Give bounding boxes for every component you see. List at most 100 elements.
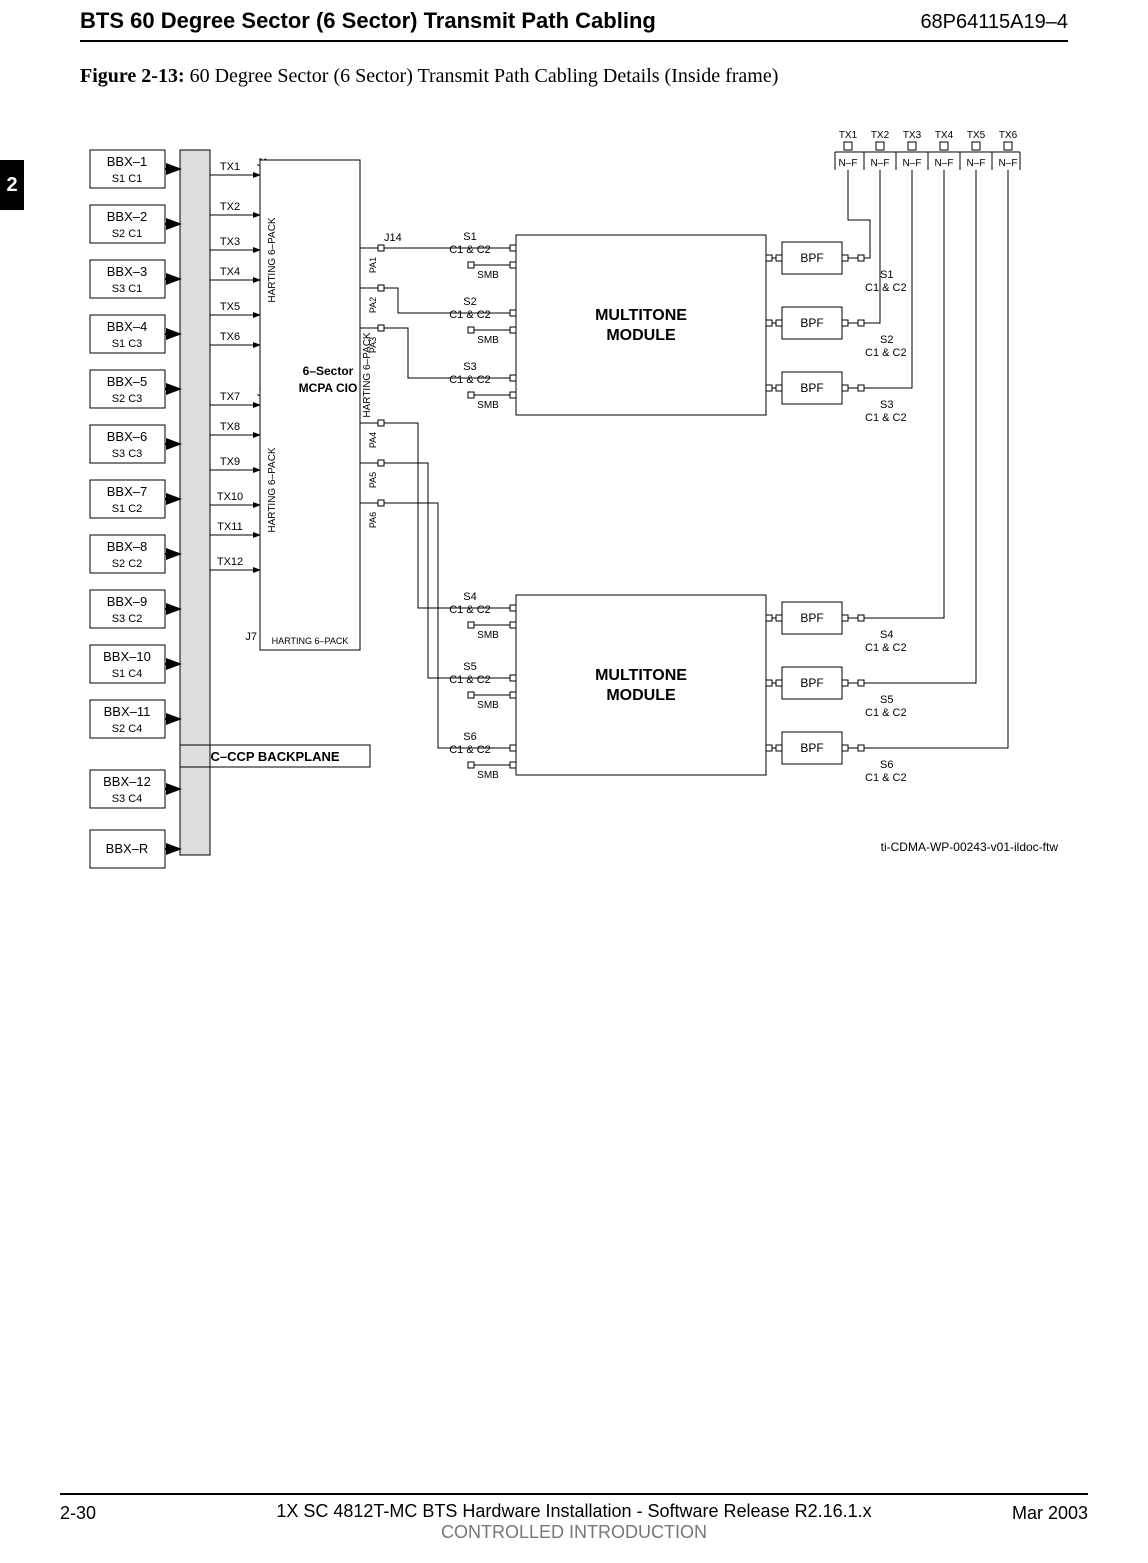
svg-text:BPF: BPF xyxy=(800,676,823,690)
svg-text:BPF: BPF xyxy=(800,741,823,755)
svg-text:C1 & C2: C1 & C2 xyxy=(865,347,907,359)
footer-sub: CONTROLLED INTRODUCTION xyxy=(441,1522,707,1542)
svg-text:6–Sector: 6–Sector xyxy=(303,364,354,378)
svg-text:S3 C1: S3 C1 xyxy=(112,283,143,295)
svg-text:BBX–12: BBX–12 xyxy=(103,774,151,789)
svg-text:S3 C4: S3 C4 xyxy=(112,793,143,805)
backplane-label: C–CCP BACKPLANE xyxy=(210,749,339,764)
svg-text:C1 & C2: C1 & C2 xyxy=(865,412,907,424)
svg-text:TX6: TX6 xyxy=(999,130,1018,141)
svg-text:PA5: PA5 xyxy=(368,472,378,488)
svg-text:N–F: N–F xyxy=(871,158,890,169)
figure-text: 60 Degree Sector (6 Sector) Transmit Pat… xyxy=(190,65,779,87)
svg-text:TX4: TX4 xyxy=(935,130,954,141)
header-docnum: 68P64115A19–4 xyxy=(920,11,1068,34)
svg-text:S2: S2 xyxy=(880,334,893,346)
svg-text:BBX–11: BBX–11 xyxy=(104,704,151,719)
figure-label: Figure 2-13: xyxy=(80,65,185,87)
svg-text:TX6: TX6 xyxy=(220,331,240,343)
svg-text:S2 C2: S2 C2 xyxy=(112,558,143,570)
svg-text:TX2: TX2 xyxy=(220,201,240,213)
svg-text:S1: S1 xyxy=(463,231,476,243)
svg-text:PA3: PA3 xyxy=(368,337,378,353)
svg-text:TX3: TX3 xyxy=(220,236,240,248)
svg-text:S2 C3: S2 C3 xyxy=(112,393,143,405)
svg-text:BBX–10: BBX–10 xyxy=(103,649,151,664)
svg-text:TX5: TX5 xyxy=(220,301,240,313)
svg-text:S3: S3 xyxy=(463,361,476,373)
svg-text:C1 & C2: C1 & C2 xyxy=(865,707,907,719)
svg-text:SMB: SMB xyxy=(477,270,499,281)
svg-text:HARTING 6–PACK: HARTING 6–PACK xyxy=(267,217,278,303)
svg-text:MCPA CIO: MCPA CIO xyxy=(299,381,358,395)
svg-text:MULTITONE: MULTITONE xyxy=(595,307,687,324)
svg-text:S3 C3: S3 C3 xyxy=(112,448,143,460)
svg-text:TX5: TX5 xyxy=(967,130,986,141)
svg-text:S4: S4 xyxy=(463,591,476,603)
svg-text:C1 & C2: C1 & C2 xyxy=(449,244,491,256)
svg-text:TX11: TX11 xyxy=(217,521,242,533)
svg-text:C1 & C2: C1 & C2 xyxy=(449,604,491,616)
footer-pagenum: 2-30 xyxy=(60,1503,96,1524)
svg-text:J7: J7 xyxy=(245,631,257,643)
svg-text:TX4: TX4 xyxy=(220,266,240,278)
svg-text:S2 C1: S2 C1 xyxy=(112,228,143,240)
figure-caption: Figure 2-13: 60 Degree Sector (6 Sector)… xyxy=(80,65,778,88)
svg-text:MODULE: MODULE xyxy=(606,687,676,704)
svg-text:C1 & C2: C1 & C2 xyxy=(449,374,491,386)
svg-text:MULTITONE: MULTITONE xyxy=(595,667,687,684)
svg-text:BBX–6: BBX–6 xyxy=(107,429,147,444)
svg-text:SMB: SMB xyxy=(477,335,499,346)
svg-text:N–F: N–F xyxy=(935,158,954,169)
svg-text:BBX–3: BBX–3 xyxy=(107,264,147,279)
svg-text:S1 C1: S1 C1 xyxy=(112,173,143,185)
svg-text:BBX–1: BBX–1 xyxy=(107,154,147,169)
svg-text:TX12: TX12 xyxy=(217,556,243,568)
footer-title: 1X SC 4812T-MC BTS Hardware Installation… xyxy=(276,1501,871,1522)
svg-text:S5: S5 xyxy=(880,694,893,706)
svg-text:S2 C4: S2 C4 xyxy=(112,723,143,735)
svg-text:C1 & C2: C1 & C2 xyxy=(449,674,491,686)
svg-text:SMB: SMB xyxy=(477,770,499,781)
svg-text:C1 & C2: C1 & C2 xyxy=(449,309,491,321)
svg-text:BBX–9: BBX–9 xyxy=(107,594,147,609)
svg-text:N–F: N–F xyxy=(903,158,922,169)
svg-text:BBX–R: BBX–R xyxy=(106,841,149,856)
svg-text:SMB: SMB xyxy=(477,400,499,411)
svg-text:TX9: TX9 xyxy=(220,456,240,468)
svg-text:TX1: TX1 xyxy=(839,130,858,141)
svg-text:TX8: TX8 xyxy=(220,421,240,433)
svg-text:BBX–2: BBX–2 xyxy=(107,209,147,224)
svg-text:S6: S6 xyxy=(463,731,476,743)
svg-text:S4: S4 xyxy=(880,629,893,641)
svg-text:S1: S1 xyxy=(880,269,893,281)
svg-text:PA6: PA6 xyxy=(368,512,378,528)
svg-text:BBX–5: BBX–5 xyxy=(107,374,147,389)
svg-text:PA1: PA1 xyxy=(368,257,378,273)
chapter-tab: 2 xyxy=(0,160,24,210)
svg-text:BBX–8: BBX–8 xyxy=(107,539,147,554)
svg-text:S2: S2 xyxy=(463,296,476,308)
svg-text:C1 & C2: C1 & C2 xyxy=(865,772,907,784)
svg-text:BPF: BPF xyxy=(800,611,823,625)
svg-text:HARTING 6–PACK: HARTING 6–PACK xyxy=(267,447,278,533)
svg-text:J14: J14 xyxy=(384,232,402,244)
svg-text:N–F: N–F xyxy=(999,158,1018,169)
svg-text:TX10: TX10 xyxy=(217,491,243,503)
svg-text:TX1: TX1 xyxy=(220,161,240,173)
svg-text:BPF: BPF xyxy=(800,381,823,395)
svg-text:N–F: N–F xyxy=(839,158,858,169)
svg-text:S1 C2: S1 C2 xyxy=(112,503,143,515)
svg-text:C1 & C2: C1 & C2 xyxy=(449,744,491,756)
svg-text:BBX–4: BBX–4 xyxy=(107,319,147,334)
svg-text:S6: S6 xyxy=(880,759,893,771)
svg-text:PA2: PA2 xyxy=(368,297,378,313)
svg-text:TX3: TX3 xyxy=(903,130,922,141)
svg-text:N–F: N–F xyxy=(967,158,986,169)
svg-text:BPF: BPF xyxy=(800,316,823,330)
svg-text:S1 C3: S1 C3 xyxy=(112,338,143,350)
header-title: BTS 60 Degree Sector (6 Sector) Transmit… xyxy=(80,8,656,34)
svg-text:BPF: BPF xyxy=(800,251,823,265)
footnote: ti-CDMA-WP-00243-v01-ildoc-ftw xyxy=(881,840,1058,854)
svg-text:TX2: TX2 xyxy=(871,130,890,141)
